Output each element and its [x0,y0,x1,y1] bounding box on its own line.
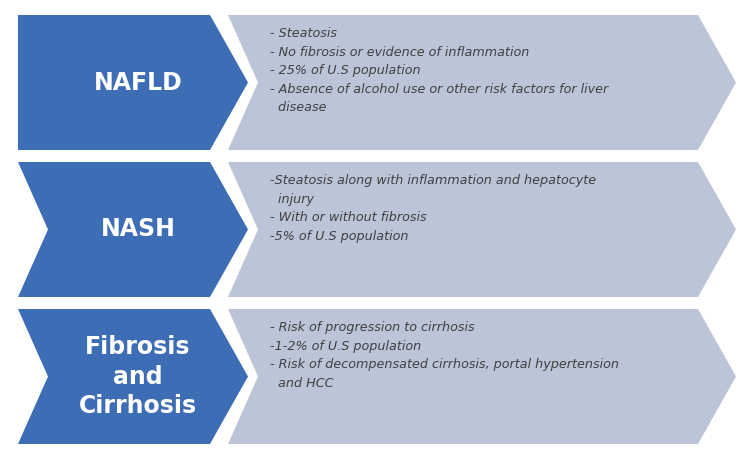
Text: -Steatosis along with inflammation and hepatocyte
  injury
- With or without fib: -Steatosis along with inflammation and h… [270,174,596,243]
Polygon shape [18,15,248,150]
Text: - Risk of progression to cirrhosis
-1-2% of U.S population
- Risk of decompensat: - Risk of progression to cirrhosis -1-2%… [270,321,619,390]
Text: Fibrosis
and
Cirrhosis: Fibrosis and Cirrhosis [79,335,197,418]
Polygon shape [228,162,736,297]
Polygon shape [228,15,736,150]
Polygon shape [18,309,248,444]
Text: NAFLD: NAFLD [93,71,182,95]
Text: NASH: NASH [100,218,176,241]
Text: - Steatosis
- No fibrosis or evidence of inflammation
- 25% of U.S population
- : - Steatosis - No fibrosis or evidence of… [270,27,608,114]
Polygon shape [228,309,736,444]
Polygon shape [18,162,248,297]
